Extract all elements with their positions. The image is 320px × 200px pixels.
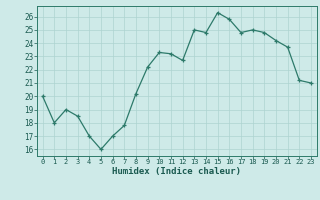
X-axis label: Humidex (Indice chaleur): Humidex (Indice chaleur) — [112, 167, 241, 176]
